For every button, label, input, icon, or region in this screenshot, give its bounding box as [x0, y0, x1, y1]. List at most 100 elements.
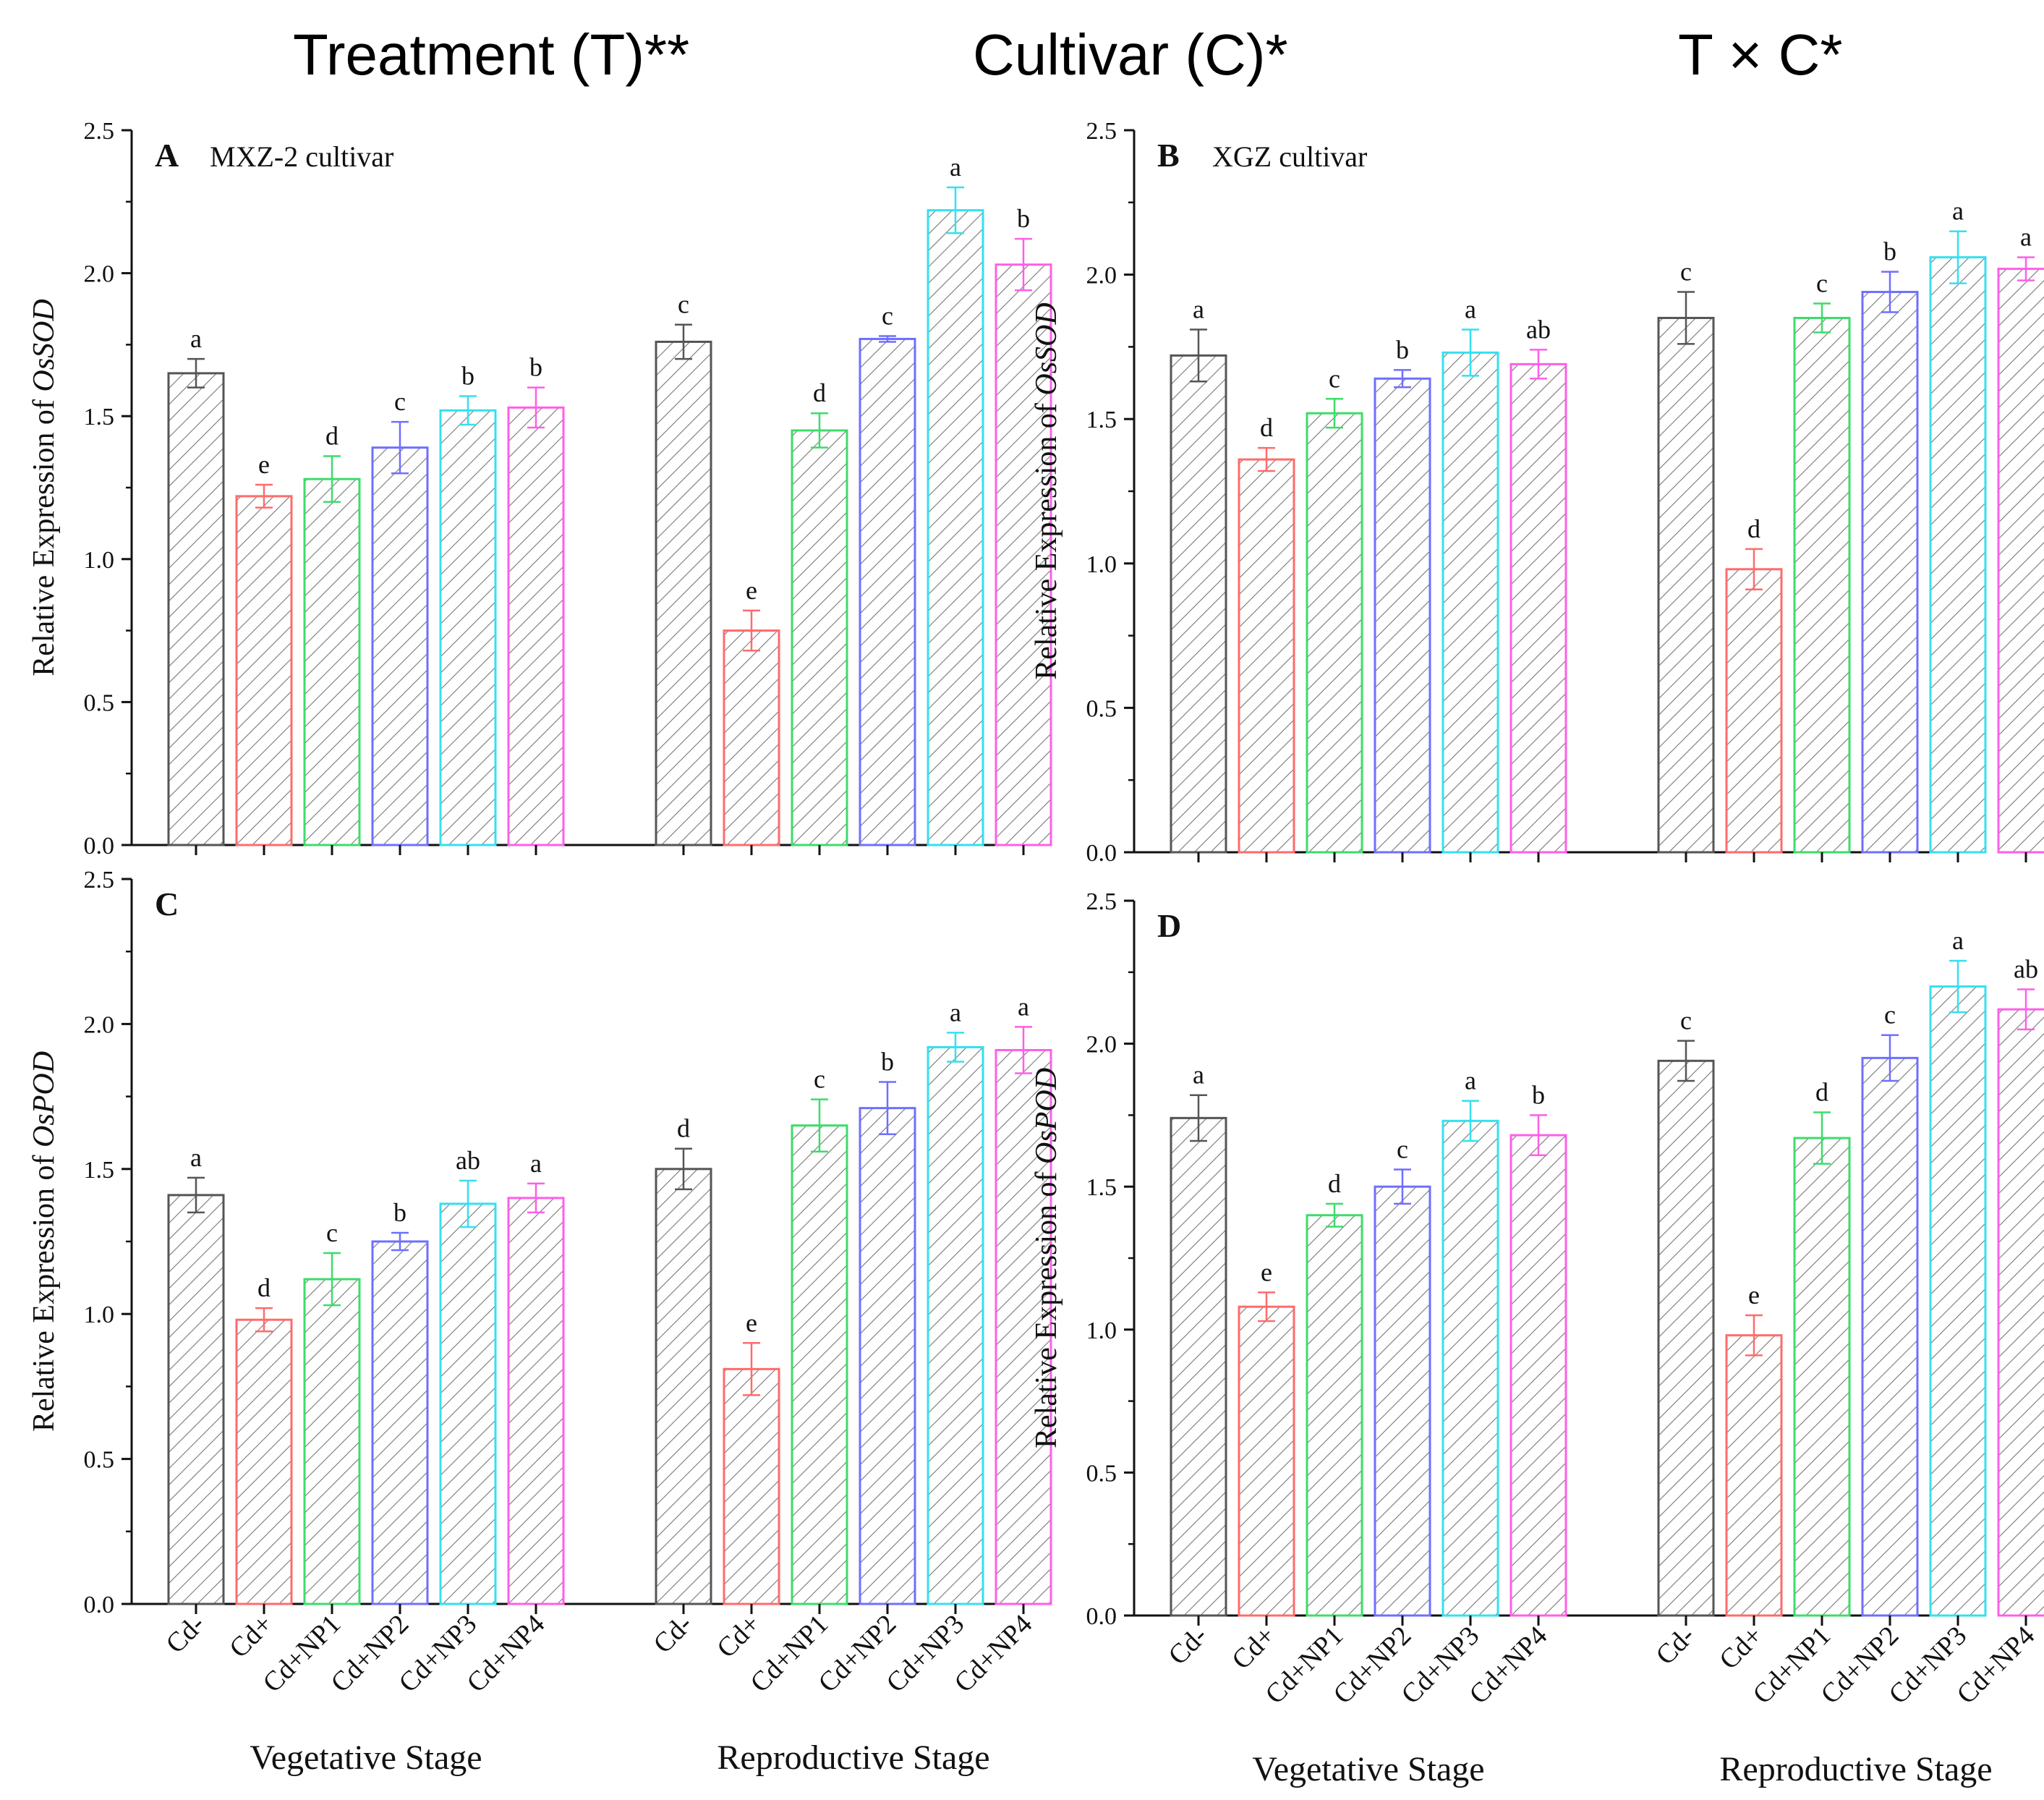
x-tick-label: Cd+ [1226, 1621, 1281, 1676]
y-tick-label: 1.5 [84, 404, 115, 430]
significance-letter: ab [2014, 955, 2038, 984]
x-tick-label: Cd- [1650, 1621, 1700, 1671]
significance-letter: c [882, 302, 893, 331]
significance-letter: c [678, 290, 689, 319]
bar [167, 1194, 225, 1605]
y-tick-label: 2.0 [1086, 1032, 1117, 1058]
y-axis-title: Relative Expression of OsPOD [27, 1051, 61, 1432]
significance-letter: b [1396, 335, 1409, 364]
significance-letter: a [950, 998, 961, 1027]
y-tick-label: 2.5 [1086, 888, 1117, 915]
bar [1725, 568, 1783, 854]
bar [167, 372, 225, 846]
bar [1238, 458, 1295, 854]
significance-letter: a [1465, 294, 1476, 323]
significance-letter: d [325, 422, 338, 451]
y-tick-label: 0.5 [84, 1447, 115, 1474]
bar [439, 1202, 497, 1605]
significance-letter: c [1680, 258, 1692, 286]
y-axis-title-prefix: Relative Expression of [27, 1147, 61, 1432]
significance-letter: e [258, 450, 270, 479]
significance-letter: e [1261, 1257, 1272, 1286]
significance-letter: c [1884, 1001, 1896, 1030]
significance-letter: d [813, 378, 826, 407]
y-tick-label: 0.0 [84, 1592, 115, 1618]
panel-letter: C [155, 886, 179, 922]
bar [1725, 1334, 1783, 1617]
significance-letter: a [190, 1143, 202, 1172]
y-axis-title-prefix: Relative Expression of [1030, 396, 1063, 680]
bar [439, 409, 497, 846]
bar [1793, 316, 1851, 854]
y-axis-title-gene: OsSOD [27, 299, 61, 391]
significance-letter: d [257, 1273, 271, 1302]
bar [235, 495, 293, 846]
significance-letter: ab [456, 1146, 480, 1175]
significance-letter: b [393, 1198, 406, 1227]
significance-letter: a [530, 1149, 542, 1178]
bar [1509, 362, 1567, 854]
bar [1374, 377, 1431, 854]
bar [507, 406, 565, 846]
panel-title: MXZ-2 cultivar [210, 140, 393, 173]
significance-letter: e [746, 576, 757, 605]
bar [791, 1124, 848, 1605]
bar [927, 1045, 984, 1605]
significance-letter: a [190, 324, 202, 353]
bar [1442, 351, 1499, 854]
treatment-significance-label: Treatment (T)** [293, 22, 690, 87]
x-tick-label: Cd- [647, 1609, 698, 1660]
bar [371, 446, 429, 846]
y-axis-title-prefix: Relative Expression of [1030, 1164, 1063, 1448]
bar [303, 477, 361, 846]
bar [995, 263, 1052, 846]
x-tick-label: Cd+ [1713, 1621, 1768, 1676]
y-axis-title-gene: OsPOD [1030, 1068, 1063, 1164]
bar [1306, 1214, 1363, 1617]
y-tick-label: 2.5 [84, 118, 115, 145]
panel-title: XGZ cultivar [1212, 140, 1367, 173]
significance-letter: c [394, 387, 406, 416]
y-axis-title-gene: OsSOD [1030, 302, 1063, 395]
stage-label: Vegetative Stage [250, 1739, 482, 1777]
y-tick-label: 1.0 [1086, 1317, 1117, 1344]
x-tick-label: Cd- [160, 1609, 210, 1660]
y-tick-label: 0.0 [1086, 840, 1117, 867]
y-tick-label: 0.5 [1086, 695, 1117, 722]
y-tick-label: 2.5 [1086, 118, 1117, 145]
bar [655, 340, 712, 846]
y-tick-label: 1.0 [84, 1302, 115, 1328]
panel-d: 0.0 0.5 1.0 1.5 2.0 2.5 Relative Expression of… [1030, 888, 2044, 1788]
y-tick-label: 1.0 [84, 547, 115, 574]
significance-letter: ab [1526, 315, 1551, 344]
bar [1997, 1008, 2044, 1617]
y-tick-label: 1.0 [1086, 551, 1117, 578]
bar [791, 429, 848, 846]
significance-letter: b [529, 353, 542, 382]
bar [723, 1367, 780, 1605]
y-tick-label: 1.5 [84, 1157, 115, 1184]
y-tick-label: 0.5 [1086, 1460, 1117, 1487]
x-tick-label: Cd+ [711, 1609, 766, 1664]
bar [1997, 268, 2044, 854]
significance-letter: a [1952, 926, 1964, 955]
stage-label: Reproductive Stage [1719, 1750, 1992, 1788]
bar [859, 1107, 916, 1605]
significance-letter: c [1816, 269, 1828, 298]
bar [1657, 316, 1715, 854]
panel-b: 0.0 0.5 1.0 1.5 2.0 2.5 Relative Expression of… [1030, 118, 2044, 867]
bar [303, 1278, 361, 1605]
significance-letter: d [1747, 514, 1760, 543]
bar [507, 1197, 565, 1605]
y-tick-label: 2.0 [84, 261, 115, 288]
significance-letter: e [1748, 1281, 1760, 1309]
y-tick-label: 0.0 [84, 833, 115, 859]
significance-letter: b [881, 1048, 894, 1077]
y-tick-label: 2.0 [84, 1011, 115, 1038]
bar [235, 1318, 293, 1605]
significance-letter: d [1260, 413, 1273, 442]
bar [1793, 1137, 1851, 1617]
y-axis-title: Relative Expression of OsPOD [1030, 1068, 1063, 1448]
bar [1442, 1119, 1499, 1617]
